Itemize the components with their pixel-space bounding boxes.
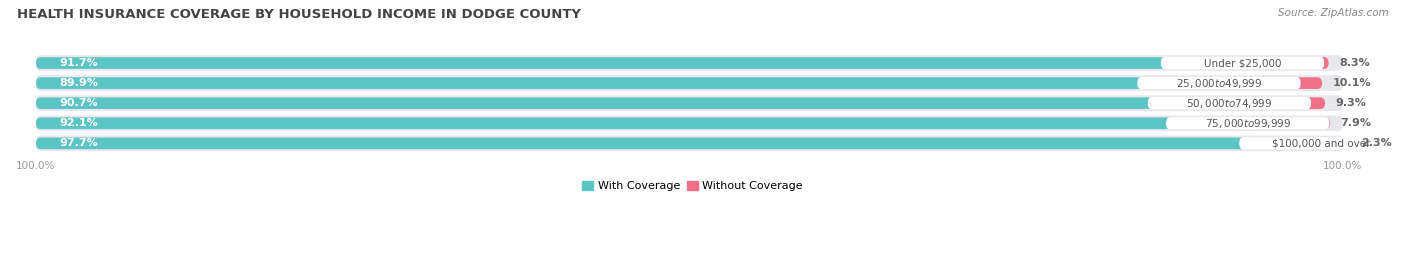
FancyBboxPatch shape — [37, 57, 1234, 69]
Legend: With Coverage, Without Coverage: With Coverage, Without Coverage — [578, 176, 807, 196]
FancyBboxPatch shape — [37, 75, 1343, 91]
Text: 91.7%: 91.7% — [59, 58, 98, 68]
FancyBboxPatch shape — [1237, 97, 1324, 109]
Text: 97.7%: 97.7% — [59, 138, 98, 148]
FancyBboxPatch shape — [1329, 137, 1351, 149]
Text: 7.9%: 7.9% — [1341, 118, 1372, 128]
FancyBboxPatch shape — [1256, 118, 1330, 129]
FancyBboxPatch shape — [1161, 57, 1324, 69]
FancyBboxPatch shape — [37, 77, 1211, 89]
FancyBboxPatch shape — [37, 97, 1222, 109]
FancyBboxPatch shape — [1166, 117, 1330, 129]
Text: $50,000 to $74,999: $50,000 to $74,999 — [1187, 97, 1272, 110]
Text: Source: ZipAtlas.com: Source: ZipAtlas.com — [1278, 8, 1389, 18]
FancyBboxPatch shape — [1227, 77, 1322, 89]
FancyBboxPatch shape — [1137, 77, 1301, 89]
FancyBboxPatch shape — [37, 95, 1343, 111]
Text: Under $25,000: Under $25,000 — [1204, 58, 1281, 68]
Text: $100,000 and over: $100,000 and over — [1271, 138, 1371, 148]
Text: 90.7%: 90.7% — [59, 98, 98, 108]
Text: HEALTH INSURANCE COVERAGE BY HOUSEHOLD INCOME IN DODGE COUNTY: HEALTH INSURANCE COVERAGE BY HOUSEHOLD I… — [17, 8, 581, 21]
FancyBboxPatch shape — [37, 118, 1240, 129]
FancyBboxPatch shape — [37, 137, 1313, 149]
FancyBboxPatch shape — [1251, 57, 1329, 69]
FancyBboxPatch shape — [1239, 137, 1403, 150]
FancyBboxPatch shape — [37, 55, 1343, 71]
Text: 89.9%: 89.9% — [59, 78, 98, 88]
FancyBboxPatch shape — [1147, 97, 1312, 109]
Text: 2.3%: 2.3% — [1361, 138, 1392, 148]
FancyBboxPatch shape — [37, 136, 1343, 151]
Text: 9.3%: 9.3% — [1336, 98, 1367, 108]
Text: 8.3%: 8.3% — [1340, 58, 1369, 68]
FancyBboxPatch shape — [37, 115, 1343, 131]
Text: $25,000 to $49,999: $25,000 to $49,999 — [1175, 77, 1263, 90]
Text: 10.1%: 10.1% — [1333, 78, 1371, 88]
Text: $75,000 to $99,999: $75,000 to $99,999 — [1205, 117, 1291, 130]
Text: 92.1%: 92.1% — [59, 118, 98, 128]
